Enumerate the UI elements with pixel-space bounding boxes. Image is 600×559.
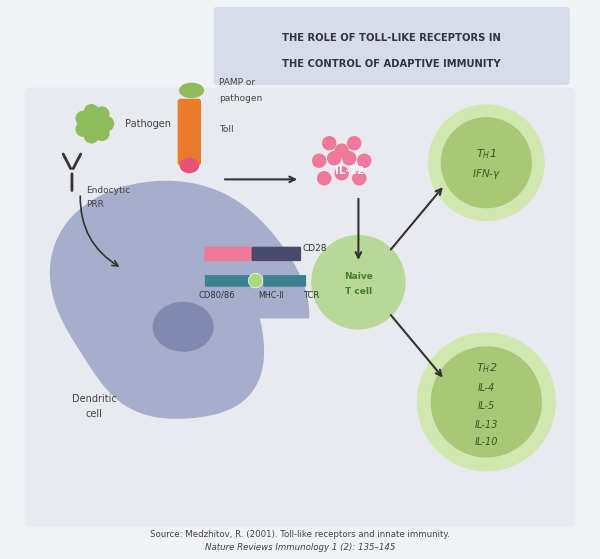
Text: IL-5: IL-5 [478,401,495,411]
Text: IL-10: IL-10 [475,438,498,447]
FancyBboxPatch shape [214,7,570,85]
Circle shape [317,171,331,186]
Circle shape [83,128,99,144]
Text: Nature Reviews Immunology 1 (2): 135–145: Nature Reviews Immunology 1 (2): 135–145 [205,543,395,552]
FancyBboxPatch shape [205,247,254,261]
Circle shape [327,151,341,165]
Text: CD28: CD28 [303,244,327,253]
FancyBboxPatch shape [25,88,575,527]
Text: PRR: PRR [86,200,104,209]
Text: cell: cell [86,409,103,419]
Circle shape [76,111,91,126]
Ellipse shape [152,302,214,352]
Ellipse shape [179,83,204,98]
Text: Source: Medzhitov, R. (2001). Toll-like receptors and innate immunity.: Source: Medzhitov, R. (2001). Toll-like … [150,530,450,539]
Circle shape [417,333,556,471]
Circle shape [248,273,263,288]
Text: T$_H$2: T$_H$2 [476,362,497,376]
Circle shape [76,121,91,137]
Circle shape [322,136,337,150]
Text: IL-13: IL-13 [475,420,498,430]
Circle shape [334,144,349,158]
Text: Endocytic: Endocytic [86,186,130,195]
Text: CD80/86: CD80/86 [198,291,235,300]
Text: T$_H$1: T$_H$1 [476,148,497,161]
Circle shape [431,346,542,457]
Text: MHC-II: MHC-II [258,291,284,300]
Circle shape [84,113,104,134]
Circle shape [312,154,326,168]
Polygon shape [50,181,309,419]
Text: THE CONTROL OF ADAPTIVE IMMUNITY: THE CONTROL OF ADAPTIVE IMMUNITY [283,59,501,69]
Text: THE ROLE OF TOLL-LIKE RECEPTORS IN: THE ROLE OF TOLL-LIKE RECEPTORS IN [283,32,501,42]
Circle shape [342,151,356,165]
Circle shape [83,104,99,120]
Circle shape [311,235,406,330]
Circle shape [357,154,371,168]
FancyBboxPatch shape [178,99,201,165]
Circle shape [441,117,532,209]
Circle shape [347,136,361,150]
Circle shape [98,116,114,131]
Circle shape [352,171,367,186]
Ellipse shape [179,158,199,173]
Text: IFN-$\gamma$: IFN-$\gamma$ [472,167,501,181]
Text: Toll: Toll [220,125,234,134]
FancyBboxPatch shape [263,281,306,287]
Circle shape [334,166,349,181]
FancyBboxPatch shape [263,275,306,281]
Text: Pathogen: Pathogen [125,119,171,129]
Text: pathogen: pathogen [220,94,263,103]
Text: IL-4: IL-4 [478,383,495,393]
Circle shape [428,105,545,221]
Circle shape [94,126,110,141]
Circle shape [94,106,110,122]
FancyBboxPatch shape [205,275,253,281]
Text: TCR: TCR [303,291,319,300]
Text: PAMP or: PAMP or [220,78,256,87]
Text: IL-12: IL-12 [335,166,365,176]
Text: T cell: T cell [345,287,372,296]
Text: Dendritic: Dendritic [72,394,116,404]
Text: Naive: Naive [344,272,373,281]
FancyArrowPatch shape [80,196,118,266]
FancyBboxPatch shape [251,247,301,261]
FancyBboxPatch shape [205,281,253,287]
